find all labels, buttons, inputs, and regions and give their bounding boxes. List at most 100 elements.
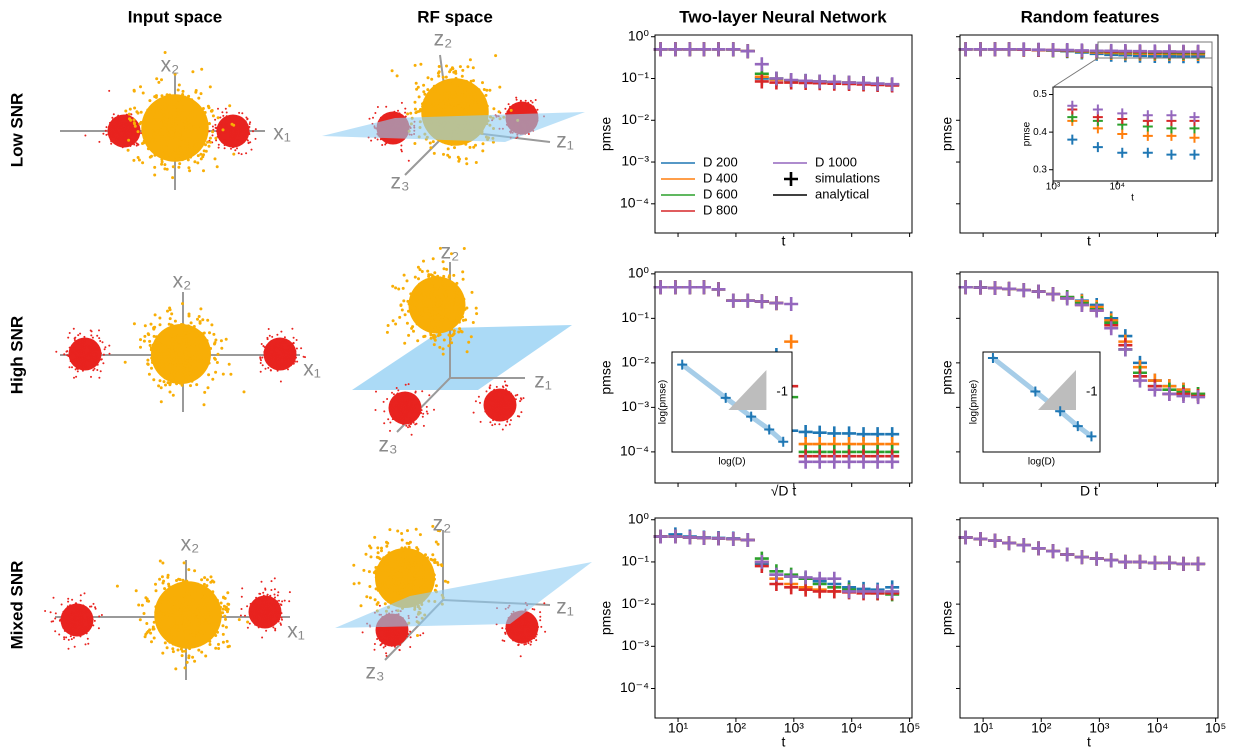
- cloud-dot: [139, 338, 142, 341]
- cloud-dot: [122, 146, 124, 148]
- cloud-dot: [445, 268, 448, 271]
- cloud-dot: [94, 620, 96, 622]
- cloud-dot: [177, 149, 180, 152]
- cloud-dot: [283, 350, 285, 352]
- cloud-dot: [475, 87, 478, 90]
- axis-label: z₁: [556, 596, 574, 619]
- cloud-dot: [251, 614, 253, 616]
- cloud-dot: [186, 130, 189, 133]
- cloud-dot: [67, 598, 69, 600]
- cloud-dot: [264, 596, 266, 598]
- cloud-dot: [451, 334, 454, 337]
- cloud-dot: [276, 617, 278, 619]
- cloud-dot: [77, 606, 79, 608]
- cloud-dot: [420, 576, 423, 579]
- cloud-dot: [537, 109, 539, 111]
- cloud-dot: [90, 606, 92, 608]
- cloud-dot: [534, 624, 536, 626]
- cloud-dot: [233, 115, 235, 117]
- cloud-dot: [391, 586, 394, 589]
- cloud-dot: [182, 145, 185, 148]
- plot-area: [655, 35, 912, 233]
- cloud-dot: [438, 65, 441, 68]
- cloud-dot: [506, 393, 508, 395]
- cloud-dot: [181, 364, 184, 367]
- cloud-dot: [284, 360, 286, 362]
- cloud-dot: [273, 603, 275, 605]
- cloud-dot: [525, 619, 527, 621]
- cloud-dot: [159, 379, 162, 382]
- cloud-dot: [384, 645, 386, 647]
- cloud-dot: [92, 619, 94, 621]
- legend-label: simulations: [815, 170, 881, 185]
- cloud-dot: [200, 341, 203, 344]
- cloud-dot: [118, 122, 120, 124]
- cloud-dot: [219, 117, 221, 119]
- cloud-dot: [147, 125, 150, 128]
- cloud-dot: [494, 397, 496, 399]
- cloud-dot: [394, 415, 396, 417]
- cloud-dot: [155, 355, 158, 358]
- cloud-dot: [172, 636, 175, 639]
- cloud-dot: [386, 631, 388, 633]
- cloud-dot: [143, 340, 146, 343]
- cloud-dot: [183, 616, 186, 619]
- cloud-dot: [406, 529, 409, 532]
- cloud-dot: [506, 419, 508, 421]
- cloud-dot: [374, 112, 376, 114]
- cloud-dot: [182, 376, 185, 379]
- cloud-dot: [261, 621, 263, 623]
- cloud-dot: [400, 303, 403, 306]
- cloud-dot: [248, 142, 250, 144]
- cloud-dot: [474, 111, 477, 114]
- cloud-dot: [422, 111, 425, 114]
- cloud-dot: [209, 347, 212, 350]
- cloud-dot: [405, 576, 408, 579]
- x-axis-label: t: [782, 233, 786, 249]
- cloud-dot: [494, 399, 496, 401]
- cloud-dot: [472, 90, 475, 93]
- y-tick-label: 0.5: [1033, 89, 1047, 100]
- cloud-dot: [409, 112, 412, 115]
- cloud-dot: [422, 584, 425, 587]
- cloud-dot: [414, 417, 416, 419]
- cloud-dot: [271, 580, 273, 582]
- cloud-dot: [152, 119, 155, 122]
- cloud-dot: [394, 114, 396, 116]
- cloud-dot: [424, 304, 427, 307]
- cloud-dot: [501, 399, 503, 401]
- cloud-dot: [186, 627, 189, 630]
- cloud-dot: [202, 336, 205, 339]
- cloud-dot: [390, 557, 393, 560]
- cloud-dot: [499, 414, 501, 416]
- cloud-dot: [176, 115, 179, 118]
- cloud-dot: [383, 410, 385, 412]
- cloud-dot: [389, 422, 391, 424]
- cloud-dot: [381, 587, 384, 590]
- cloud-dot: [205, 584, 208, 587]
- cloud-dot: [175, 351, 178, 354]
- cloud-dot: [433, 90, 436, 93]
- cloud-dot: [441, 319, 444, 322]
- cloud-dot: [394, 406, 396, 408]
- cloud-dot: [86, 632, 88, 634]
- cloud-dot: [415, 315, 418, 318]
- cloud-dot: [410, 552, 413, 555]
- cloud-dot: [164, 364, 167, 367]
- diagram: z₂z₁z₃: [322, 28, 585, 194]
- cloud-dot: [220, 602, 223, 605]
- cloud-dot: [410, 421, 412, 423]
- cloud-dot: [167, 583, 170, 586]
- cloud-dot: [167, 335, 170, 338]
- cloud-dot: [484, 411, 486, 413]
- cloud-dot: [184, 630, 187, 633]
- cloud-dot: [389, 562, 392, 565]
- cloud-dot: [388, 591, 391, 594]
- cloud-dot: [388, 588, 391, 591]
- cloud-dot: [241, 587, 243, 589]
- cloud-dot: [510, 419, 512, 421]
- cloud-dot: [219, 132, 221, 134]
- cloud-dot: [192, 340, 195, 343]
- cloud-dot: [532, 111, 534, 113]
- axis-label: z₂: [434, 28, 453, 51]
